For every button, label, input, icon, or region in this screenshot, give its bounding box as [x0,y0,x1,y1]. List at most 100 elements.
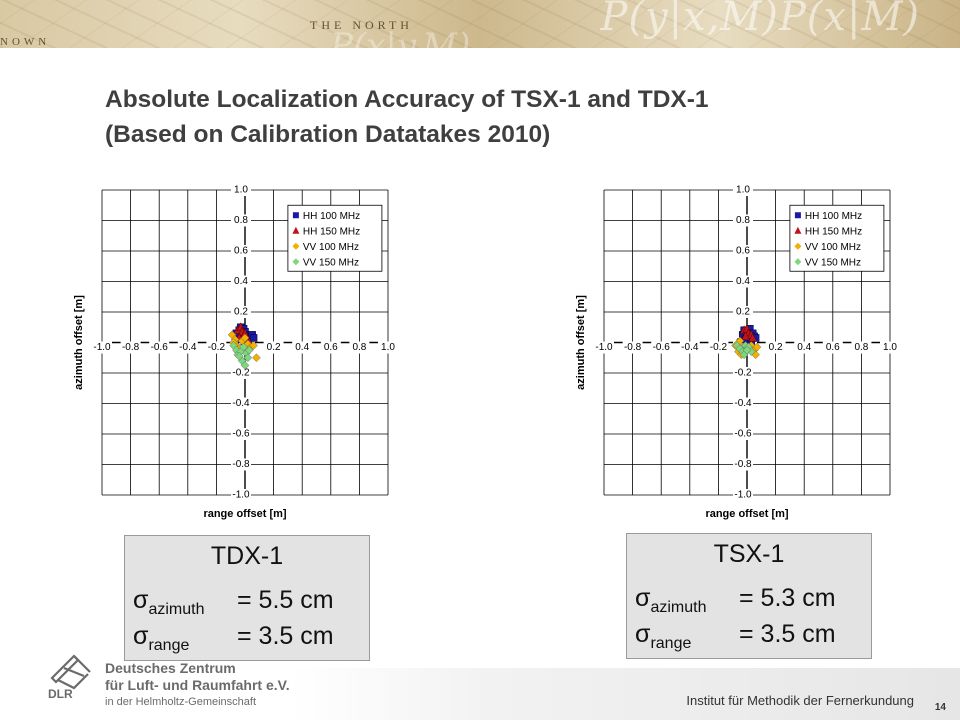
stats-azimuth-row: σazimuth = 5.5 cm [133,586,334,619]
x-tick-bg [679,341,700,354]
y-tick-bg [231,428,251,440]
x-tick-label: 0.8 [854,342,868,353]
x-tick-label: 0.4 [295,342,309,353]
data-point-vv-150-mhz [245,345,254,355]
institute-name: Institut für Methodik der Fernerkundung [686,693,914,708]
data-point-vv-100-mhz [752,342,762,352]
y-tick-bg [231,245,251,257]
y-tick-bg [733,489,753,501]
data-point-vv-150-mhz [239,342,248,352]
page-number: 14 [934,702,946,713]
legend-marker [794,226,802,234]
x-tick-bg [851,341,872,354]
y-tick-label: -1.0 [232,490,250,501]
y-tick-label: -0.4 [232,398,250,409]
azimuth-value: = 5.5 cm [237,586,334,614]
x-tick-bg [120,341,141,354]
x-tick-label: -0.4 [179,342,197,353]
y-tick-bg [231,184,251,196]
y-tick-bg [231,214,251,227]
chart-legend: HH 100 MHz HH 150 MHz VV 100 MHz VV 150 MHz [287,204,383,272]
y-tick-bg [733,458,753,471]
org-line-2: für Luft- und Raumfahrt e.V. [105,677,290,693]
y-tick-label: 1.0 [736,185,750,196]
tick-labels: -1.0-0.8-0.6-0.4-0.20.00.20.40.60.81.01.… [594,184,900,501]
legend-label: HH 100 MHz [805,211,862,222]
chart-legend: HH 100 MHz HH 150 MHz VV 100 MHz VV 150 MHz [789,204,885,272]
y-tick-bg [733,367,753,379]
x-tick-label: -0.8 [624,342,642,353]
x-tick-label: 0.2 [769,342,783,353]
x-tick-label: -0.6 [653,342,671,353]
x-tick-label: -0.8 [122,342,140,353]
x-tick-label: 0.6 [826,342,840,353]
x-tick-label: -1.0 [595,342,613,353]
x-tick-label: -0.2 [208,342,226,353]
y-tick-bg [231,489,251,501]
x-tick-label: 0.8 [352,342,366,353]
azimuth-subscript: azimuth [650,599,707,616]
x-tick-label: -0.2 [710,342,728,353]
x-tick-bg [349,341,370,354]
y-tick-bg [733,397,753,410]
y-tick-bg [733,306,753,318]
legend-marker [794,242,802,250]
data-points [731,323,762,359]
y-tick-bg [733,214,753,227]
org-line-3: in der Helmholtz-Gemeinschaft [105,696,257,708]
x-tick-bg [794,341,815,354]
stats-satellite-name: TDX-1 [210,542,284,570]
y-tick-label: -0.4 [734,398,752,409]
legend-label: HH 150 MHz [303,226,360,237]
y-tick-bg [231,367,251,379]
stats-box-tdx: TDX-1 σazimuth = 5.5 cm σrange = 3.5 cm [124,535,370,661]
data-point-vv-150-mhz [234,351,244,361]
data-point-hh-150-mhz [741,331,750,341]
x-tick-bg [320,341,341,354]
legend-label: VV 100 MHz [303,242,359,253]
scatter-chart-tdx-svg: -1.0-0.8-0.6-0.4-0.20.00.20.40.60.81.01.… [73,184,398,520]
x-tick-bg [263,341,284,354]
y-tick-bg [231,275,251,288]
x-tick-label: -1.0 [93,342,111,353]
banner-formula-bottom: P(x|y,M) [330,26,471,48]
data-points [227,322,261,370]
legend-label: VV 100 MHz [805,242,861,253]
data-point-hh-100-mhz [249,334,258,342]
data-point-vv-150-mhz [742,345,752,355]
scatter-chart-tsx: -1.0-0.8-0.6-0.4-0.20.00.20.40.60.81.01.… [572,180,912,530]
x-tick-bg [594,341,614,354]
y-tick-label: -1.0 [734,490,752,501]
y-tick-label: -0.2 [734,368,752,379]
stats-azimuth-row: σazimuth = 5.3 cm [635,584,836,617]
y-tick-label: -0.6 [232,429,250,440]
x-tick-label: 1.0 [883,342,897,353]
y-tick-label: 0.6 [234,246,248,257]
x-tick-bg [378,341,398,354]
legend-marker [794,258,802,266]
y-tick-label: 0.4 [736,276,750,287]
y-tick-label: 0.2 [736,307,750,318]
dlr-abbr: DLR [48,687,73,701]
legend-marker [794,212,801,219]
y-tick-bg [231,306,251,318]
title-line-1: Absolute Localization Accuracy of TSX-1 … [105,86,709,113]
dlr-emblem-icon: DLR [48,654,91,701]
legend-label: VV 150 MHz [303,257,359,268]
banner-formula-top: P(y|x,M)P(x|M) [600,0,920,40]
y-tick-label: -0.8 [734,459,752,470]
y-tick-label: 0.4 [234,276,248,287]
x-tick-bg [206,341,227,354]
data-point-vv-150-mhz [243,353,253,363]
stats-range-row: σrange = 3.5 cm [635,620,836,653]
y-tick-bg [733,184,753,196]
scatter-chart-tdx: -1.0-0.8-0.6-0.4-0.20.00.20.40.60.81.01.… [70,180,410,530]
legend-marker [292,258,300,266]
y-tick-label: 0.8 [736,215,750,226]
x-axis-label: range offset [m] [203,508,286,520]
slide-title: Absolute Localization Accuracy of TSX-1 … [105,82,925,152]
y-tick-bg [231,458,251,471]
y-tick-label: -0.6 [734,429,752,440]
dlr-logo: DLR [44,648,104,707]
legend-box [789,204,885,272]
